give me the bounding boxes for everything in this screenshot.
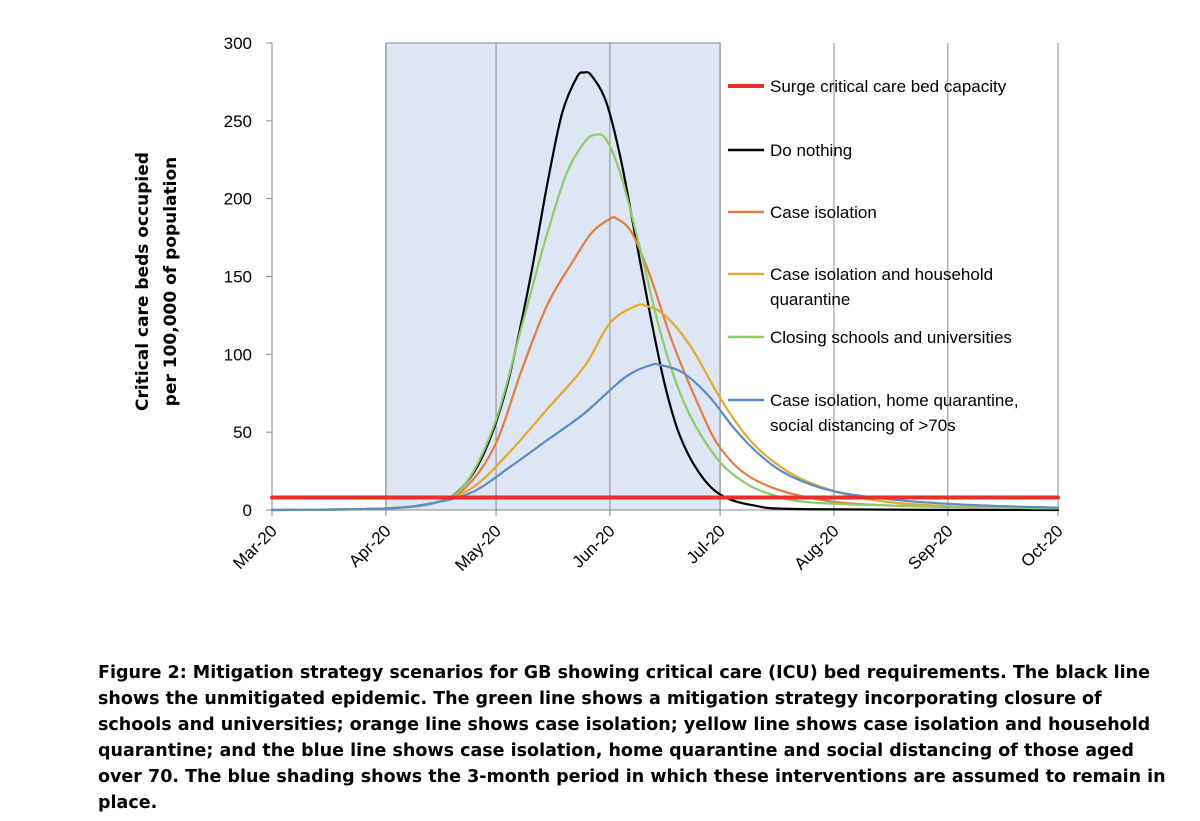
series-line-case-isolation: [270, 216, 1060, 512]
x-tick-label-jul-20: Jul-20: [683, 521, 729, 567]
series-line-closing-schools-and-universities: [270, 133, 1060, 512]
x-tick-label-may-20: May-20: [451, 521, 505, 575]
series-line-case-isolation-home-quarantine-social-distancing-of-70s: [270, 362, 1060, 512]
legend-label-do-nothing: Do nothing: [770, 141, 852, 160]
x-tick-label-jun-20: Jun-20: [569, 521, 619, 571]
legend-label-closing-schools-and-universities: Closing schools and universities: [770, 328, 1012, 347]
figure-caption: Figure 2: Mitigation strategy scenarios …: [98, 663, 1166, 813]
series-lines: [270, 71, 1060, 512]
x-tick-label-sep-20: Sep-20: [904, 521, 956, 573]
legend-label-case-isolation-home-quarantine-social-distancing-of-70s: Case isolation, home quarantine,: [770, 391, 1019, 410]
x-tick-label-mar-20: Mar-20: [229, 521, 281, 573]
y-tick-label-200: 200: [224, 190, 252, 209]
series-line-do-nothing: [270, 71, 1060, 512]
y-tick-label-300: 300: [224, 34, 252, 53]
legend-label-case-isolation-home-quarantine-social-distancing-of-70s-line2: social distancing of >70s: [770, 416, 956, 435]
y-axis-label-line-1: Critical care beds occupied: [133, 152, 153, 411]
icu-chart: Surge critical care bed capacity Do nothi…: [133, 34, 1067, 575]
y-tick-label-50: 50: [233, 423, 252, 442]
y-axis-label-line-2: per 100,000 of population: [161, 157, 181, 407]
y-tick-label-150: 150: [224, 268, 252, 287]
legend-label-case-isolation: Case isolation: [770, 203, 877, 222]
x-tick-label-aug-20: Aug-20: [791, 521, 843, 573]
gridlines: [271, 43, 1059, 510]
legend-label-surge-critical-care-bed-capacity: Surge critical care bed capacity: [770, 77, 1007, 96]
intervention-period-shading: [385, 42, 721, 511]
legend-label-case-isolation-and-household-quarantine-line2: quarantine: [770, 290, 850, 309]
legend: Surge critical care bed capacity Do nothi…: [728, 77, 1019, 435]
legend-label-case-isolation-and-household-quarantine: Case isolation and household: [770, 265, 993, 284]
x-tick-label-apr-20: Apr-20: [345, 521, 395, 571]
x-tick-label-oct-20: Oct-20: [1017, 521, 1067, 571]
y-tick-label-250: 250: [224, 112, 252, 131]
y-tick-label-0: 0: [243, 501, 252, 520]
y-tick-label-100: 100: [224, 345, 252, 364]
intervention-shading-layer: [385, 42, 721, 511]
